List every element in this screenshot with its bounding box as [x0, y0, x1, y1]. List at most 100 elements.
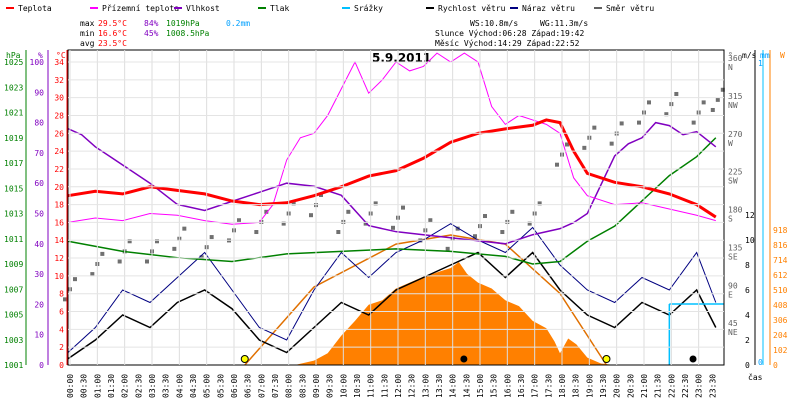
x-tick-label: 23:00: [695, 374, 704, 398]
wind-dir-point: [346, 209, 351, 214]
axis-dir-tick: 180: [728, 206, 743, 215]
axis-degc-label: °C: [56, 51, 66, 60]
axis-dir-name: W: [728, 139, 733, 148]
wind-dir-point: [127, 239, 132, 244]
wind-dir-point: [319, 192, 323, 197]
axis-hpa-tick: 1023: [4, 83, 23, 92]
wind-dir-point: [455, 226, 460, 231]
wind-dir-point: [117, 259, 122, 264]
x-tick-label: 20:00: [613, 374, 622, 398]
axis-dir-tick: 135: [728, 243, 743, 252]
moonset-marker: [689, 355, 697, 363]
axis-hpa-tick: 1025: [4, 58, 23, 67]
x-tick-label: 12:00: [394, 374, 403, 398]
axis-w-tick: 510: [773, 286, 788, 295]
wind-dir-point: [691, 120, 696, 125]
wind-dir-point: [674, 91, 679, 96]
x-tick-label: 03:30: [162, 374, 171, 398]
wind-dir-point: [647, 100, 651, 105]
x-tick-label: 21:00: [640, 374, 649, 398]
wind-dir-point: [401, 205, 405, 210]
wind-dir-point: [155, 239, 159, 244]
axis-w-tick: 816: [773, 241, 788, 250]
stat-min-label: min: [80, 29, 95, 38]
x-tick-label: 19:30: [599, 374, 608, 398]
plot-frame: [67, 49, 725, 366]
x-tick-label: 05:00: [203, 374, 212, 398]
x-tick-label: 11:30: [380, 374, 389, 398]
wind-dir-point: [720, 87, 725, 92]
legend-label: Směr větru: [606, 4, 654, 13]
x-tick-label: 15:30: [490, 374, 499, 398]
axis-degc-tick: 4: [59, 325, 64, 334]
sun-times: Slunce Východ:06:28 Západ:19:42: [435, 29, 584, 38]
wind-dir-point: [309, 213, 313, 218]
x-tick-label: 17:00: [531, 374, 540, 398]
wind-dir-point: [701, 100, 706, 105]
wind-dir-point: [473, 234, 477, 239]
wind-dir-point: [537, 201, 542, 206]
x-tick-label: 13:00: [421, 374, 430, 398]
axis-dir-name: SW: [728, 177, 738, 186]
axis-degc-tick: 8: [59, 290, 64, 299]
wind-dir-point: [373, 201, 378, 206]
axis-w-tick: 714: [773, 256, 788, 265]
wind-dir-point: [100, 251, 105, 256]
axis-degc-tick: 20: [54, 183, 64, 192]
wind-dir-point: [664, 112, 669, 117]
x-tick-label: 14:00: [449, 374, 458, 398]
x-tick-label: 22:00: [667, 374, 676, 398]
wind-dir-point: [500, 230, 505, 235]
axis-dir-name: NW: [728, 101, 738, 110]
wind-dir-point: [63, 297, 67, 302]
axis-pct-tick: 50: [34, 210, 44, 219]
wind-dir-point: [565, 142, 569, 147]
wind-dir-point: [637, 120, 641, 125]
x-tick-label: 00:00: [66, 374, 75, 398]
axis-degc-tick: 32: [54, 76, 64, 85]
x-tick-label: 13:30: [435, 374, 444, 398]
axis-ms-tick: 10: [745, 236, 755, 245]
axis-hpa-tick: 1011: [4, 235, 23, 244]
legend-label: Vlhkost: [186, 4, 220, 13]
wind-dir-point: [199, 255, 204, 260]
axis-ms-tick: 6: [745, 286, 750, 295]
x-tick-label: 14:30: [462, 374, 471, 398]
axis-degc-tick: 10: [54, 272, 64, 281]
axis-ms-tick: 12: [745, 211, 755, 220]
wind-dir-point: [555, 162, 559, 167]
axis-pct-tick: 80: [34, 119, 44, 128]
wind-dir-point: [510, 209, 515, 214]
axis-pct-tick: 0: [39, 361, 44, 370]
axis-hpa-tick: 1021: [4, 109, 23, 118]
axis-dir-tick: 225: [728, 168, 743, 177]
wind-dir-point: [291, 201, 296, 206]
axis-mm-tick: 1: [758, 59, 763, 68]
axis-dir-name: S: [728, 215, 733, 224]
wind-dir-point: [145, 259, 149, 264]
axis-w-tick: 612: [773, 271, 788, 280]
axis-degc-tick: 14: [54, 236, 64, 245]
axis-w-tick: 408: [773, 301, 788, 310]
axis-dir-tick: 45: [728, 319, 738, 328]
axis-pct-tick: 100: [30, 58, 45, 67]
wind-dir-point: [254, 230, 259, 235]
wind-ws: WS:10.8m/s: [470, 19, 518, 28]
stat-max-hum: 84%: [144, 19, 159, 28]
stat-max-label: max: [80, 19, 95, 28]
stat-min-temp: 16.6°C: [98, 29, 127, 38]
wind-dir-point: [237, 218, 241, 223]
wind-dir-point: [209, 235, 214, 240]
wind-dir-point: [483, 214, 487, 219]
x-tick-label: 00:30: [80, 374, 89, 398]
axis-pct-tick: 40: [34, 240, 44, 249]
axes: 00:00 00:30 01:00 01:30 02:00 02:30 03:00 03:30…: [4, 49, 788, 398]
wind-dir-point: [619, 121, 624, 126]
axis-dir-name: N: [728, 63, 733, 72]
axis-degc-tick: 28: [54, 111, 64, 120]
x-tick-label: 07:30: [271, 374, 280, 398]
wind-dir-point: [172, 246, 177, 251]
series-wind-speed: [67, 251, 717, 360]
axis-degc-tick: 16: [54, 218, 64, 227]
